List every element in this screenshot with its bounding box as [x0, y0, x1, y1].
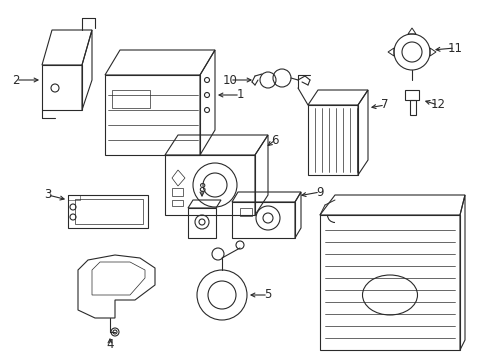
Text: 11: 11 — [447, 41, 462, 54]
Text: 2: 2 — [12, 73, 20, 86]
Text: 6: 6 — [271, 134, 278, 147]
Text: 5: 5 — [264, 288, 271, 302]
Text: 9: 9 — [316, 185, 323, 198]
Text: 3: 3 — [44, 189, 52, 202]
Text: 12: 12 — [429, 99, 445, 112]
Text: 7: 7 — [381, 99, 388, 112]
Text: 10: 10 — [222, 73, 237, 86]
Text: 8: 8 — [198, 181, 205, 194]
Text: 4: 4 — [106, 338, 114, 351]
Text: 1: 1 — [236, 89, 243, 102]
